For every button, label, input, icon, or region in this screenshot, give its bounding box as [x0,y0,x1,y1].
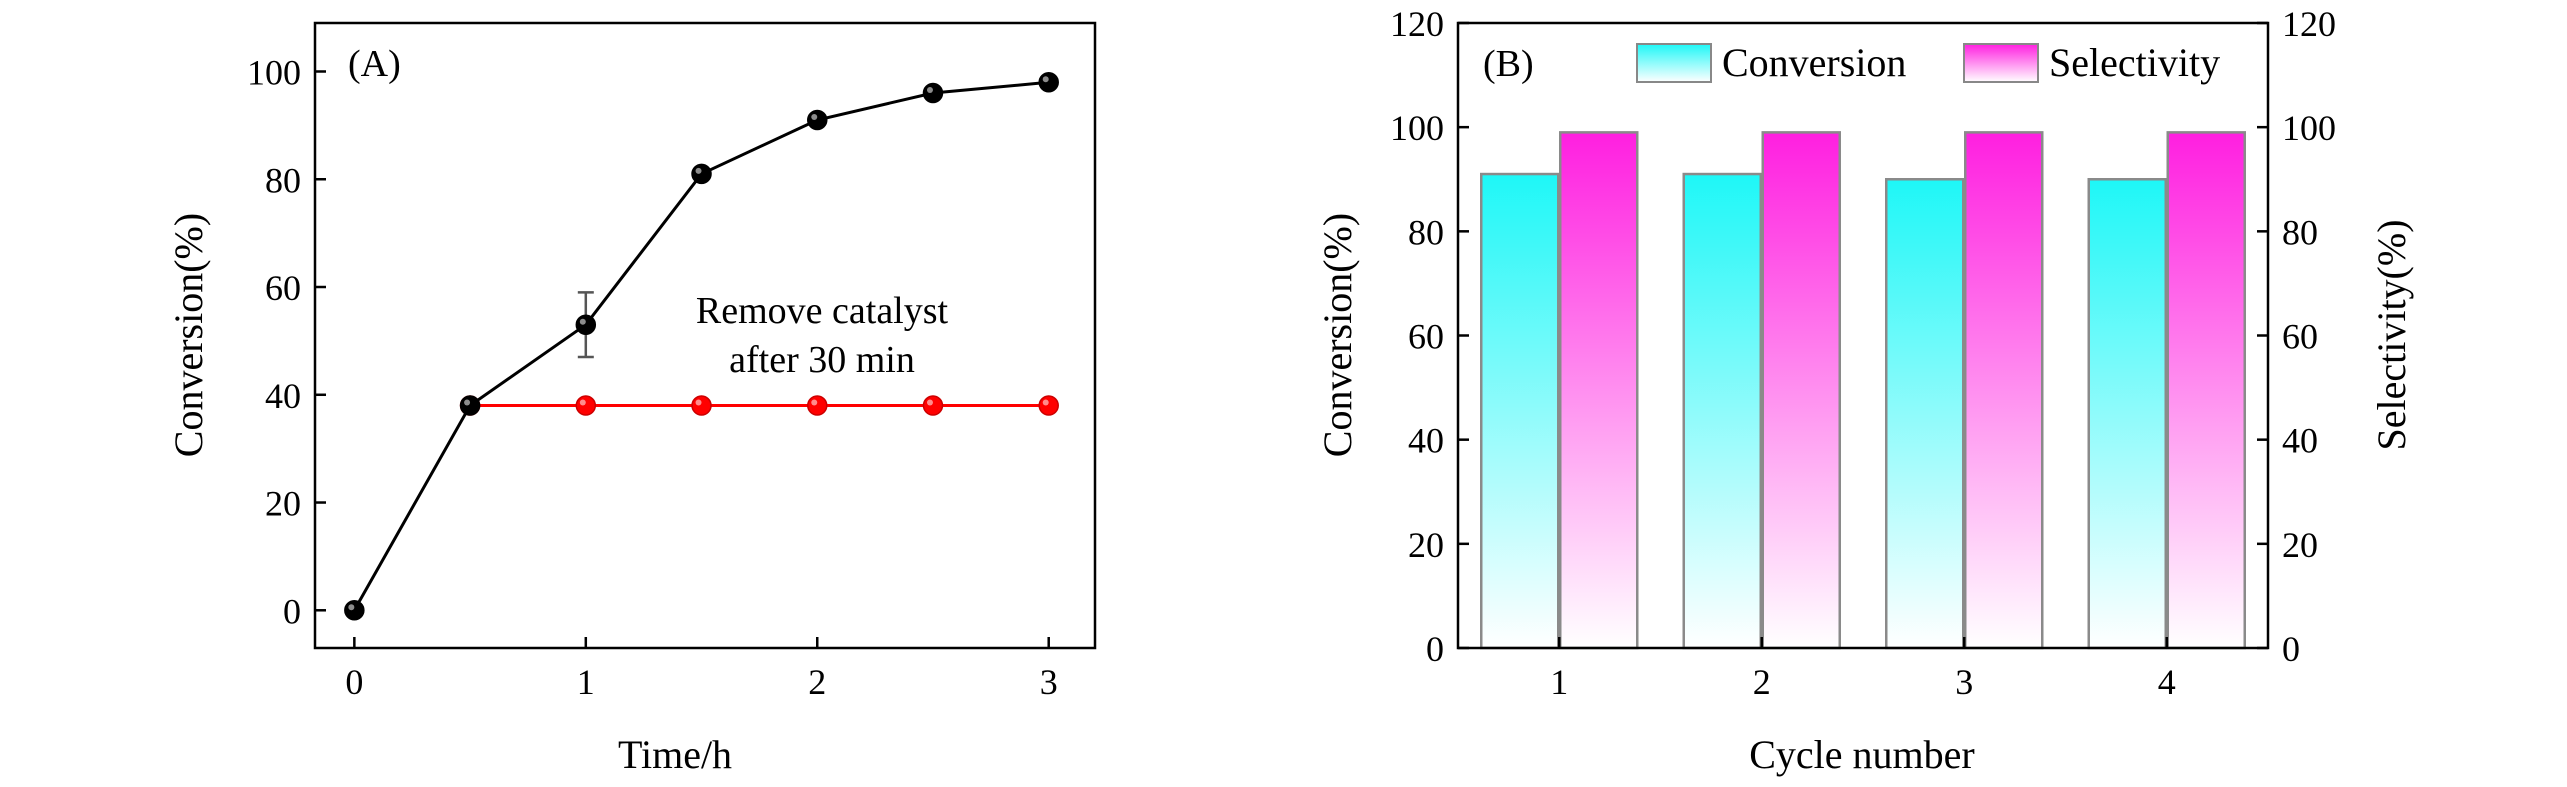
y-tick-label: 60 [265,268,301,308]
panel-a-x-ticks: 0 1 2 3 [345,637,1058,702]
data-point [344,600,365,621]
data-point-highlight [926,399,933,406]
panel-a-line-chart: (A) 0 1 2 3 0 20 40 60 80 100 Remove catalyst af… [166,21,1097,777]
data-point [1038,72,1059,93]
panel-a-frame [313,21,1097,650]
bar-selectivity-cycle-3 [1964,131,2044,650]
data-point-highlight [1042,76,1049,83]
left-y-tick-label: 60 [1408,317,1444,357]
left-y-tick-label: 0 [1426,629,1444,669]
right-y-tick-label: 80 [2282,212,2318,252]
x-tick-label: 3 [1040,662,1058,702]
data-point-highlight [811,399,818,406]
x-tick-label: 1 [1550,662,1568,702]
data-point [575,314,597,335]
annotation-line-1: Remove catalyst [696,290,949,332]
right-y-tick-label: 60 [2282,317,2318,357]
data-point [922,395,944,416]
panel-b-right-y-axis-title: Selectivity(%) [2369,219,2414,450]
bar-selectivity-cycle-1 [1559,131,1639,650]
data-point-highlight [695,399,702,406]
data-point-highlight [695,167,702,174]
data-point [1038,395,1059,416]
bar-conversion-cycle-1 [1480,172,1560,650]
left-y-tick-label: 20 [1408,525,1444,565]
y-tick-label: 20 [265,484,301,524]
panel-a-label: (A) [348,43,401,85]
data-point-highlight [1042,399,1049,406]
data-point-highlight [579,399,586,406]
data-point-highlight [579,318,586,325]
data-point [922,82,944,104]
series-1 [459,395,1059,416]
y-tick-label: 80 [265,160,301,200]
x-tick-label: 4 [2158,662,2176,702]
series-line [352,80,1049,612]
panel-a-series [344,72,1059,621]
right-y-tick-label: 120 [2282,4,2336,44]
left-y-tick-label: 40 [1408,421,1444,461]
data-point [807,109,828,131]
data-point [807,395,828,416]
left-y-tick-label: 80 [1408,212,1444,252]
legend: Conversion Selectivity [1636,40,2220,85]
right-y-tick-label: 100 [2282,108,2336,148]
data-point [575,395,597,416]
panel-a-y-ticks: 0 20 40 60 80 100 [247,52,326,631]
legend-swatch-conversion [1636,43,1712,83]
x-tick-label: 3 [1955,662,1973,702]
data-point [691,163,712,185]
right-y-tick-label: 40 [2282,421,2318,461]
annotation-line-2: after 30 min [729,339,915,381]
y-tick-label: 40 [265,376,301,416]
bar-conversion-cycle-3 [1885,178,1965,650]
bar-selectivity-cycle-2 [1761,131,1841,650]
panel-a-x-axis-title: Time/h [618,732,732,777]
left-y-tick-label: 100 [1390,108,1444,148]
data-point-highlight [464,399,471,406]
legend-swatch-selectivity [1963,43,2039,83]
x-tick-label: 1 [577,662,595,702]
series-0 [344,72,1059,621]
panel-a-y-axis-title: Conversion(%) [166,213,211,457]
data-point-highlight [348,604,355,611]
y-tick-label: 0 [283,591,301,631]
bar-conversion-cycle-4 [2087,178,2167,650]
bar-selectivity-cycle-4 [2166,131,2246,650]
panel-b-label: (B) [1483,43,1534,85]
panel-b-left-y-axis-title: Conversion(%) [1315,213,1360,457]
legend-label-selectivity: Selectivity [2049,40,2220,85]
x-tick-label: 0 [345,662,363,702]
x-tick-label: 2 [808,662,826,702]
data-point [691,395,712,416]
legend-label-conversion: Conversion [1722,40,1906,85]
right-y-tick-label: 20 [2282,525,2318,565]
panel-b-x-axis-title: Cycle number [1749,732,1975,777]
data-point [459,395,481,416]
y-tick-label: 100 [247,52,301,92]
panel-b-bars [1480,131,2246,650]
right-y-tick-label: 0 [2282,629,2300,669]
data-point-highlight [811,113,818,120]
bar-conversion-cycle-2 [1682,172,1762,650]
x-tick-label: 2 [1753,662,1771,702]
left-y-tick-label: 120 [1390,4,1444,44]
data-point-highlight [926,87,933,94]
